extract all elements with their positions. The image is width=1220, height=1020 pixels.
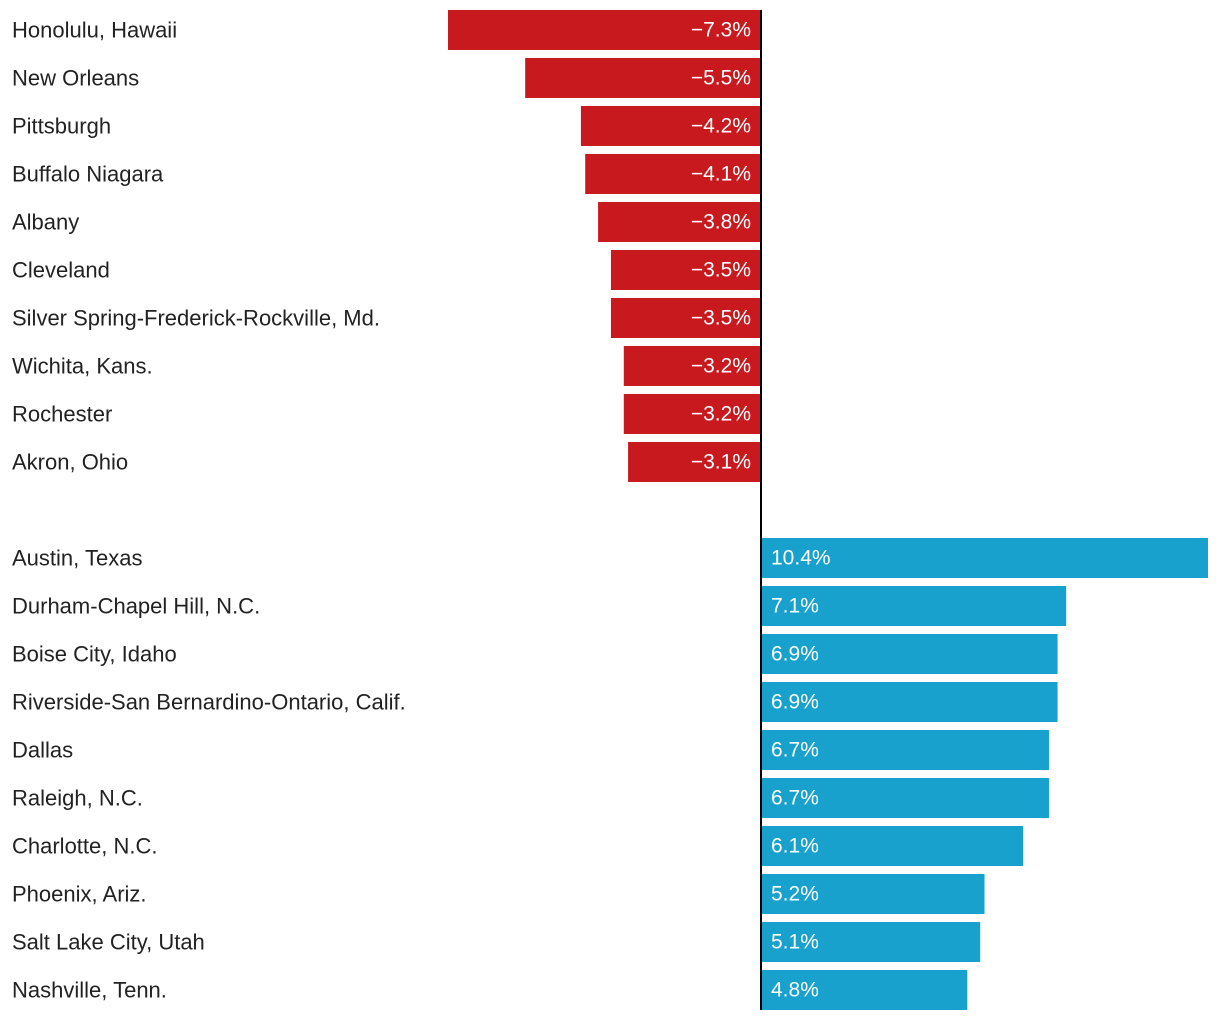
- category-label: New Orleans: [12, 66, 139, 91]
- bar-decline-7: [623, 346, 761, 386]
- bar-growth-9: [761, 970, 968, 1010]
- category-label: Albany: [12, 210, 79, 235]
- bar-growth-5: [761, 778, 1049, 818]
- labels-layer: Honolulu, Hawaii −7.3% New Orleans −5.5% Pit…: [12, 18, 831, 1003]
- value-label: −5.5%: [691, 67, 751, 90]
- bars-layer: [448, 10, 1208, 1010]
- bar-decline-6: [610, 298, 761, 338]
- value-label: 10.4%: [771, 547, 831, 570]
- value-label: 6.1%: [771, 835, 819, 858]
- bar-growth-7: [761, 874, 985, 914]
- bar-growth-8: [761, 922, 981, 962]
- value-label: 6.7%: [771, 787, 819, 810]
- category-label: Silver Spring-Frederick-Rockville, Md.: [12, 306, 380, 331]
- category-label: Phoenix, Ariz.: [12, 882, 147, 907]
- category-label: Cleveland: [12, 258, 110, 283]
- category-label: Boise City, Idaho: [12, 642, 177, 667]
- category-label: Durham-Chapel Hill, N.C.: [12, 594, 260, 619]
- bar-decline-5: [610, 250, 761, 290]
- value-label: 5.2%: [771, 883, 819, 906]
- category-label: Rochester: [12, 402, 112, 427]
- bar-decline-2: [580, 106, 761, 146]
- value-label: −3.5%: [691, 307, 751, 330]
- category-label: Pittsburgh: [12, 114, 111, 139]
- bar-decline-1: [525, 58, 761, 98]
- category-label: Austin, Texas: [12, 546, 142, 571]
- category-label: Riverside-San Bernardino-Ontario, Calif.: [12, 690, 406, 715]
- bar-decline-8: [623, 394, 761, 434]
- value-label: −4.2%: [691, 115, 751, 138]
- value-label: 6.9%: [771, 691, 819, 714]
- value-label: −3.1%: [691, 451, 751, 474]
- bar-decline-9: [628, 442, 761, 482]
- value-label: −3.8%: [691, 211, 751, 234]
- category-label: Nashville, Tenn.: [12, 978, 167, 1003]
- value-label: 5.1%: [771, 931, 819, 954]
- category-label: Salt Lake City, Utah: [12, 930, 205, 955]
- category-label: Raleigh, N.C.: [12, 786, 143, 811]
- bar-growth-4: [761, 730, 1049, 770]
- category-label: Charlotte, N.C.: [12, 834, 158, 859]
- category-label: Akron, Ohio: [12, 450, 128, 475]
- value-label: 6.7%: [771, 739, 819, 762]
- bar-decline-4: [598, 202, 761, 242]
- value-label: −4.1%: [691, 163, 751, 186]
- category-label: Honolulu, Hawaii: [12, 18, 177, 43]
- value-label: −3.5%: [691, 259, 751, 282]
- value-label: 7.1%: [771, 595, 819, 618]
- bar-growth-0: [761, 538, 1208, 578]
- category-label: Wichita, Kans.: [12, 354, 153, 379]
- bar-growth-3: [761, 682, 1058, 722]
- value-label: 4.8%: [771, 979, 819, 1002]
- bar-growth-2: [761, 634, 1058, 674]
- bar-growth-6: [761, 826, 1024, 866]
- bar-decline-0: [448, 10, 761, 50]
- bar-decline-3: [585, 154, 761, 194]
- category-label: Buffalo Niagara: [12, 162, 164, 187]
- value-label: −3.2%: [691, 355, 751, 378]
- category-label: Dallas: [12, 738, 73, 763]
- value-label: −7.3%: [691, 19, 751, 42]
- bar-growth-1: [761, 586, 1067, 626]
- value-label: −3.2%: [691, 403, 751, 426]
- value-label: 6.9%: [771, 643, 819, 666]
